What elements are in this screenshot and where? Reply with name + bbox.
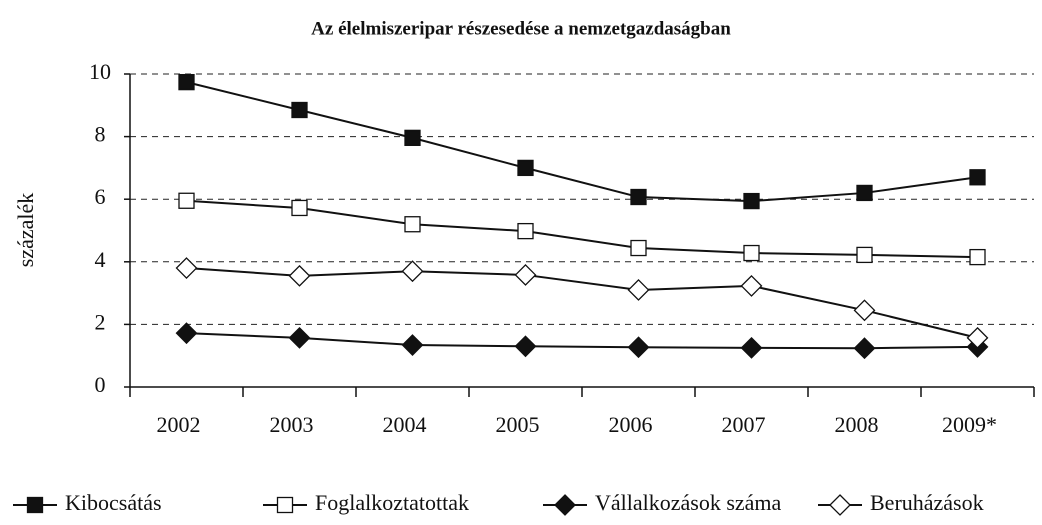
series-line — [186, 332, 978, 350]
y-tick-label: 4 — [95, 247, 106, 272]
x-tick-label: 2003 — [270, 412, 314, 437]
series-line — [186, 81, 978, 203]
x-tick-label: 2009* — [942, 412, 997, 437]
y-tick-label: 2 — [95, 309, 106, 334]
data-point — [288, 264, 311, 287]
data-point — [856, 246, 873, 264]
data-point — [401, 260, 424, 283]
y-tick-label: 0 — [95, 372, 106, 397]
y-tick-label: 6 — [95, 184, 106, 209]
legend-marker — [26, 496, 44, 514]
data-point — [514, 264, 537, 286]
data-point — [517, 159, 534, 177]
legend-label: Kibocsátás — [65, 490, 162, 515]
data-point — [178, 73, 195, 91]
legend-label: Beruházások — [870, 490, 984, 515]
x-tick-label: 2007 — [722, 412, 766, 437]
data-point — [740, 336, 763, 359]
x-tick-label: 2008 — [835, 412, 879, 437]
series-line — [186, 267, 978, 339]
y-tick-label: 10 — [89, 59, 111, 84]
x-tick-label: 2006 — [609, 412, 653, 437]
data-point — [404, 129, 421, 147]
legend-marker — [554, 494, 576, 516]
y-tick-label: 8 — [95, 122, 106, 147]
legend-label: Vállalkozások száma — [595, 490, 782, 515]
data-point — [853, 299, 876, 322]
series-line — [186, 199, 978, 259]
legend-marker — [276, 496, 294, 514]
legend-label: Foglalkoztatottak — [315, 490, 469, 515]
data-point — [175, 257, 198, 279]
data-point — [969, 169, 986, 186]
data-point — [514, 335, 537, 358]
data-point — [856, 184, 873, 202]
data-point — [740, 274, 763, 297]
data-point — [178, 192, 195, 209]
x-tick-label: 2005 — [496, 412, 540, 437]
data-point — [853, 337, 876, 360]
data-point — [175, 322, 198, 345]
data-point — [401, 334, 424, 356]
data-point — [630, 188, 647, 206]
chart-title: Az élelmiszeripar részesedése a nemzetga… — [311, 18, 731, 39]
data-point — [291, 101, 308, 119]
legend-marker — [829, 494, 851, 516]
data-point — [291, 199, 308, 217]
data-point — [288, 326, 311, 349]
data-point — [627, 279, 650, 301]
data-point — [627, 336, 650, 359]
data-point — [969, 248, 986, 266]
x-tick-label: 2004 — [383, 412, 427, 437]
data-point — [743, 192, 760, 210]
data-point — [966, 326, 989, 349]
data-point — [743, 244, 760, 262]
data-point — [404, 216, 421, 233]
y-axis-label: százalék — [13, 193, 38, 268]
data-point — [630, 239, 647, 257]
data-point — [517, 222, 534, 240]
x-tick-label: 2002 — [157, 412, 201, 437]
